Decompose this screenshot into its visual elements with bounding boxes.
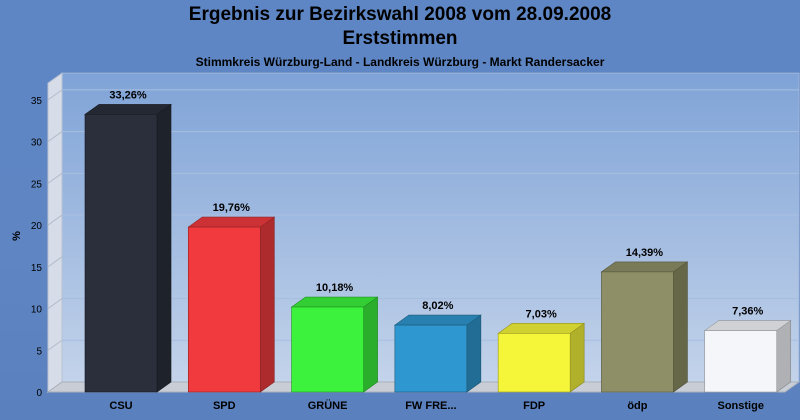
- grid-line-side: [47, 172, 63, 184]
- y-tick-label: 10: [31, 305, 43, 316]
- x-tick-label: CSU: [109, 400, 132, 412]
- x-tick-label: Sonstige: [717, 400, 763, 412]
- grid-line-side: [47, 89, 63, 101]
- y-tick-label: 15: [31, 263, 43, 274]
- bar: [601, 271, 674, 393]
- y-tick-label: 20: [31, 221, 43, 232]
- grid-line-side: [47, 131, 63, 143]
- x-tick-label: SPD: [213, 400, 236, 412]
- bar-value-label: 19,76%: [213, 202, 251, 214]
- x-tick-label: FW FRE...: [405, 400, 456, 412]
- chart-left-wall: [47, 72, 63, 393]
- y-tick-label: 30: [31, 138, 43, 149]
- grid-line-side: [47, 298, 63, 309]
- y-tick-label: 35: [31, 96, 43, 107]
- x-tick-label: ödp: [627, 400, 647, 412]
- bar-value-label: 8,02%: [422, 300, 453, 312]
- bar-side: [156, 103, 172, 393]
- grid-line-side: [47, 256, 63, 268]
- bar-top: [393, 314, 482, 326]
- bar-value-label: 10,18%: [316, 282, 354, 294]
- y-tick-label: 0: [36, 388, 42, 399]
- bar-top: [187, 216, 276, 228]
- bar: [394, 324, 468, 393]
- bar-top: [497, 323, 586, 334]
- chart-title: Ergebnis zur Bezirkswahl 2008 vom 28.09.…: [188, 4, 612, 25]
- chart-subtitle: Stimmkreis Würzburg-Land - Landkreis Wür…: [195, 55, 605, 69]
- x-tick-label: GRÜNE: [308, 399, 348, 412]
- y-tick-label: 25: [31, 179, 43, 190]
- bar-value-label: 7,03%: [526, 308, 557, 320]
- grid-line-side: [47, 214, 63, 226]
- bar-top: [703, 320, 792, 331]
- bar-value-label: 14,39%: [626, 247, 664, 259]
- bar-side: [466, 314, 482, 393]
- bar-side: [569, 322, 585, 393]
- chart-title-line2: Erststimmen: [342, 28, 458, 49]
- bar-side: [363, 296, 378, 393]
- bar-side: [259, 216, 275, 393]
- y-tick-label: 5: [36, 346, 42, 357]
- bar-value-label: 7,36%: [732, 306, 763, 318]
- bar-side: [673, 261, 688, 393]
- bar: [187, 226, 261, 393]
- bar: [704, 330, 778, 393]
- bar-top: [84, 104, 172, 115]
- bar-value-label: 33,26%: [109, 89, 147, 101]
- x-tick-label: FDP: [523, 400, 545, 412]
- bar-side: [776, 319, 792, 393]
- bar-top: [600, 261, 689, 273]
- bar: [84, 114, 158, 393]
- bar-top: [290, 296, 379, 308]
- bar: [291, 306, 364, 393]
- y-axis-label: %: [11, 231, 23, 241]
- bar: [497, 333, 571, 393]
- grid-line-side: [47, 339, 63, 351]
